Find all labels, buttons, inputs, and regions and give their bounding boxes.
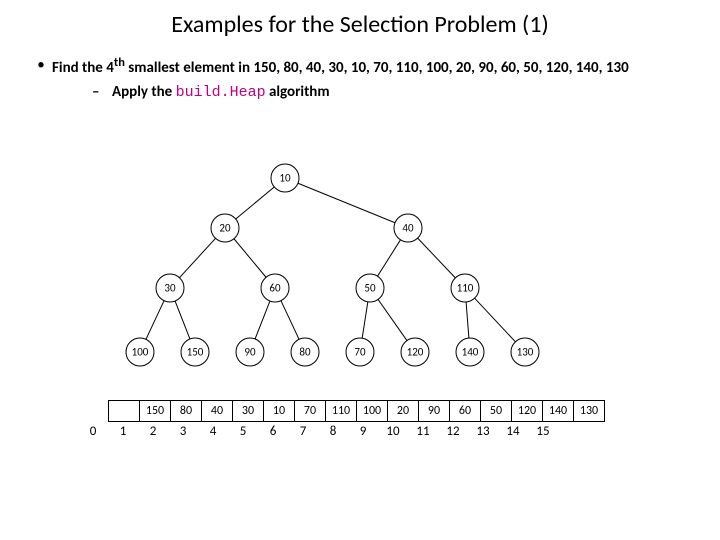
tree-node: 90: [236, 338, 264, 366]
tree-edge: [362, 302, 368, 338]
svg-text:60: 60: [269, 282, 281, 295]
svg-text:100: 100: [132, 346, 149, 359]
svg-text:70: 70: [354, 346, 366, 359]
sub-bullet-dash: –: [92, 82, 112, 103]
array-index: 5: [228, 424, 258, 439]
array-cell: 100: [357, 401, 388, 422]
bullet-sup: th: [114, 55, 125, 70]
tree-edge: [255, 301, 270, 339]
bullet-dot: •: [30, 55, 52, 104]
array-index: 11: [408, 424, 438, 439]
tree-node: 40: [394, 214, 422, 242]
array-index: 1: [108, 424, 138, 439]
sub-bullet: – Apply the build.Heap algorithm: [92, 82, 629, 103]
sub-bullet-text: Apply the build.Heap algorithm: [112, 82, 330, 103]
tree-node: 150: [181, 338, 209, 366]
svg-text:50: 50: [364, 282, 376, 295]
array-index: 2: [138, 424, 168, 439]
svg-text:20: 20: [219, 222, 231, 235]
array-index: 6: [258, 424, 288, 439]
array-index: 0: [78, 424, 108, 439]
bullet-rest-bold: smallest element in: [125, 59, 253, 77]
heap-tree: 10 20 40 30 60 50 110 100 150 90 80 70 120 140 130: [0, 160, 720, 390]
array-index: 14: [498, 424, 528, 439]
slide-title: Examples for the Selection Problem (1): [0, 10, 720, 39]
array-cell: 20: [388, 401, 419, 422]
tree-edge: [236, 187, 274, 219]
bullet-list: 150, 80, 40, 30, 10, 70, 110, 100, 20, 9…: [253, 59, 628, 77]
tree-node: 20: [211, 214, 239, 242]
tree-edge: [179, 238, 215, 277]
array-index: 15: [528, 424, 558, 439]
svg-text:130: 130: [517, 346, 534, 359]
sub-prefix: Apply the: [112, 83, 176, 101]
bullet-area: • Find the 4th smallest element in 150, …: [30, 55, 690, 104]
array-cell: 50: [481, 401, 512, 422]
tree-edge: [146, 301, 164, 340]
tree-node: 30: [156, 274, 184, 302]
index-row: 0123456789101112131415: [78, 424, 558, 439]
array-cell: 140: [543, 401, 574, 422]
array-cell: 80: [171, 401, 202, 422]
array-cell: 70: [295, 401, 326, 422]
array-table: 150804030107011010020906050120140130: [108, 400, 605, 422]
array-index: 7: [288, 424, 318, 439]
main-bullet: • Find the 4th smallest element in 150, …: [30, 55, 690, 104]
array-index: 3: [168, 424, 198, 439]
array-cell: 110: [326, 401, 357, 422]
tree-edge: [175, 301, 190, 339]
tree-edge: [298, 183, 395, 222]
svg-text:140: 140: [462, 346, 479, 359]
array-index: 12: [438, 424, 468, 439]
array-index: 4: [198, 424, 228, 439]
tree-edge: [466, 302, 469, 338]
tree-node: 120: [401, 338, 429, 366]
array-index: 8: [318, 424, 348, 439]
array-cell: 30: [233, 401, 264, 422]
tree-node: 130: [511, 338, 539, 366]
build-heap-text: build.Heap: [176, 84, 266, 101]
svg-text:90: 90: [244, 346, 256, 359]
array-cell: 60: [450, 401, 481, 422]
tree-node: 10: [271, 164, 299, 192]
tree-node: 110: [451, 274, 479, 302]
tree-edge: [418, 238, 456, 278]
array-index: 13: [468, 424, 498, 439]
sub-suffix: algorithm: [266, 83, 330, 101]
tree-edge: [475, 298, 516, 342]
tree-edge: [378, 299, 407, 340]
tree-node: 50: [356, 274, 384, 302]
tree-edge: [377, 240, 400, 276]
svg-text:80: 80: [299, 346, 311, 359]
array-cell: 40: [202, 401, 233, 422]
tree-edge: [281, 301, 299, 340]
tree-node: 60: [261, 274, 289, 302]
tree-node: 100: [126, 338, 154, 366]
svg-text:10: 10: [279, 172, 291, 185]
svg-text:150: 150: [187, 346, 204, 359]
bullet-lead: Find the 4: [52, 59, 114, 77]
array-cell: 150: [140, 401, 171, 422]
svg-text:40: 40: [402, 222, 414, 235]
svg-text:120: 120: [407, 346, 424, 359]
array-cell: 120: [512, 401, 543, 422]
tree-node: 80: [291, 338, 319, 366]
bullet-text: Find the 4th smallest element in 150, 80…: [52, 55, 629, 104]
array-cell: [109, 401, 140, 422]
array-cell: 90: [419, 401, 450, 422]
array-cell: 130: [574, 401, 605, 422]
tree-edge: [234, 239, 266, 277]
array-index: 9: [348, 424, 378, 439]
tree-node: 70: [346, 338, 374, 366]
tree-node: 140: [456, 338, 484, 366]
array-cell: 10: [264, 401, 295, 422]
svg-text:110: 110: [457, 282, 474, 295]
array-index: 10: [378, 424, 408, 439]
svg-text:30: 30: [164, 282, 176, 295]
